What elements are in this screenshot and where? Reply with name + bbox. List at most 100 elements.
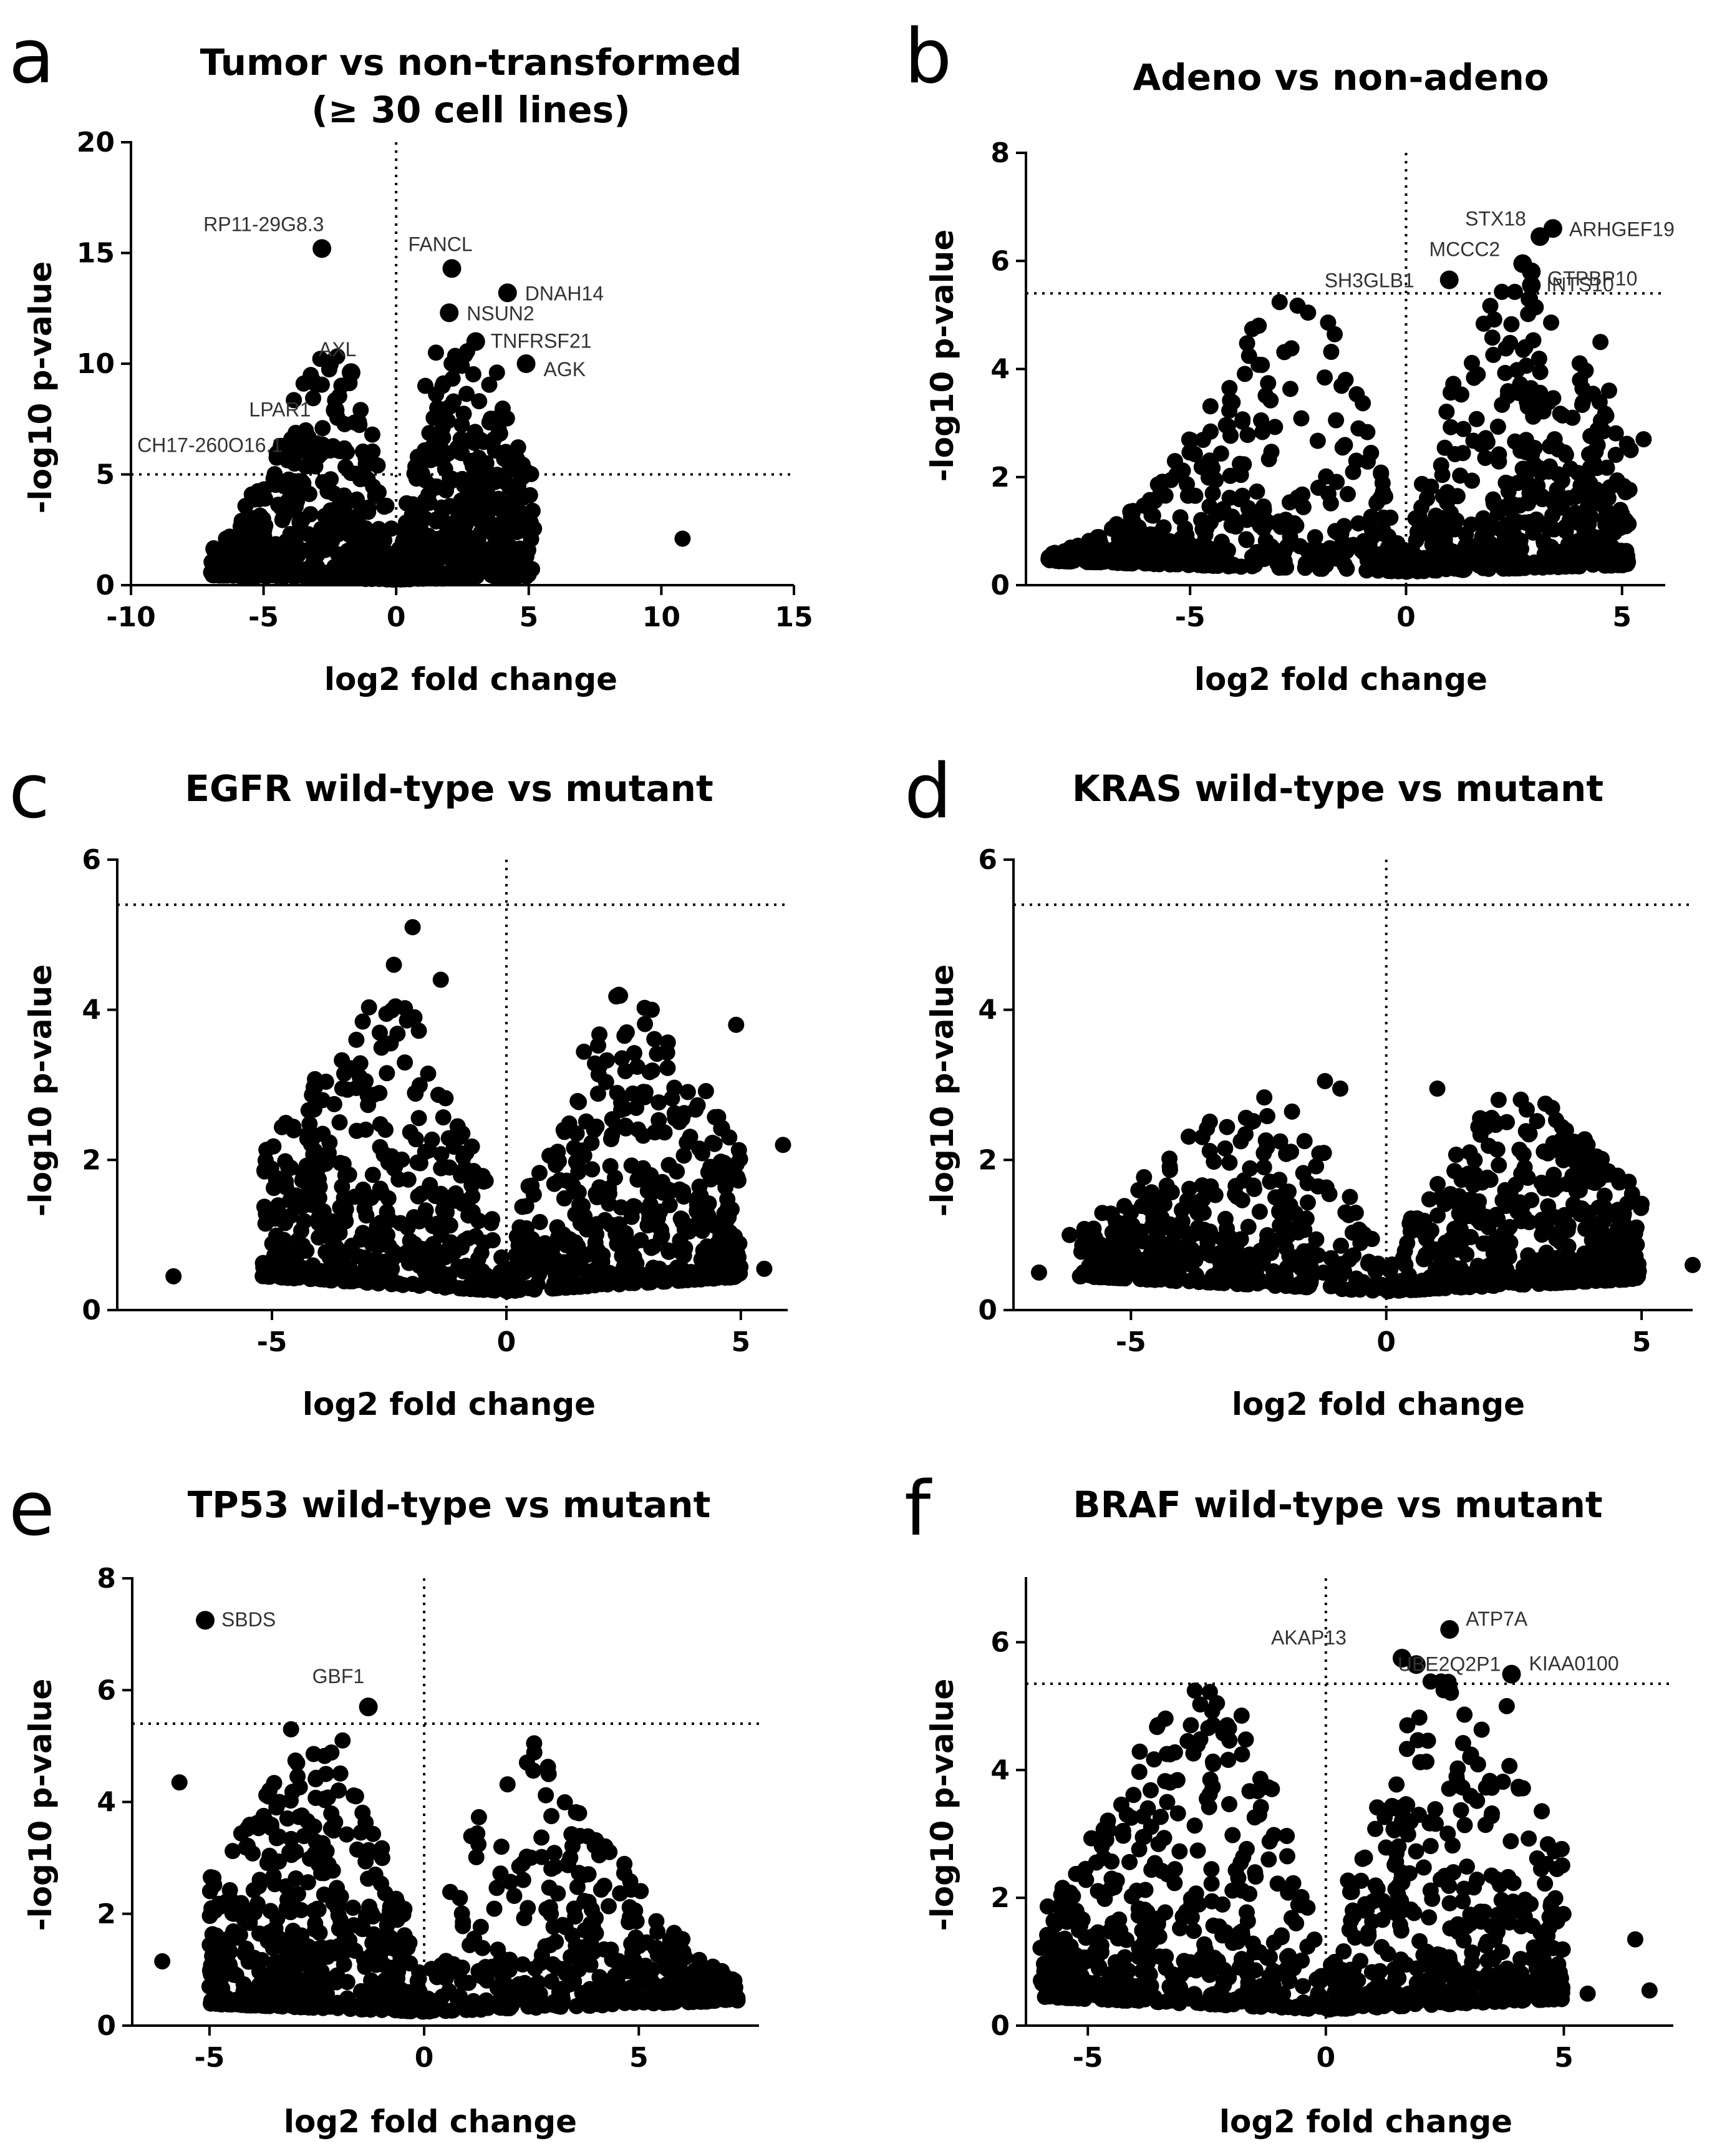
- data-point: [1497, 1182, 1514, 1198]
- data-point: [674, 530, 691, 547]
- data-point: [1626, 1265, 1643, 1281]
- x-tick-label: 5: [519, 601, 538, 633]
- data-point: [536, 1997, 553, 2014]
- data-point: [455, 1918, 472, 1935]
- data-point: [432, 971, 449, 988]
- data-point: [664, 1945, 681, 1961]
- data-point: [1164, 548, 1181, 565]
- data-point: [533, 1829, 550, 1846]
- data-point: [1312, 560, 1328, 577]
- data-point: [1260, 450, 1277, 467]
- gene-label: INTS10: [1546, 273, 1613, 296]
- data-point: [262, 1903, 279, 1920]
- data-point: [1532, 364, 1549, 381]
- data-point: [1532, 384, 1549, 401]
- data-point: [515, 1855, 531, 1872]
- highlighted-gene-point: [1522, 276, 1541, 295]
- y-axis-label: -log10 p-value: [22, 964, 59, 1217]
- data-point: [1123, 555, 1139, 572]
- data-point: [609, 1084, 626, 1101]
- data-point: [551, 1172, 568, 1188]
- data-point: [574, 1197, 591, 1214]
- data-point: [596, 1212, 613, 1228]
- data-point: [569, 1878, 586, 1895]
- data-point: [1265, 1263, 1282, 1280]
- x-axis-label: log2 fold change: [1232, 1386, 1525, 1422]
- y-tick-label: 4: [97, 1787, 116, 1819]
- data-point: [1256, 1089, 1273, 1106]
- data-point: [628, 1992, 645, 2009]
- data-point: [617, 1225, 634, 1241]
- data-point: [379, 1065, 395, 1082]
- data-point: [296, 1213, 312, 1230]
- data-point: [1454, 1735, 1471, 1752]
- data-point: [420, 1142, 437, 1158]
- data-point: [307, 1954, 324, 1971]
- data-point: [410, 1110, 427, 1127]
- data-point: [351, 414, 367, 430]
- data-point: [1111, 1244, 1128, 1261]
- y-axis-label: -log10 p-value: [22, 1679, 59, 1931]
- data-point: [508, 1228, 525, 1245]
- data-point: [276, 478, 293, 495]
- data-point: [590, 1066, 607, 1083]
- data-point: [1485, 346, 1502, 363]
- data-point: [563, 1826, 580, 1843]
- data-point: [506, 1888, 523, 1905]
- data-point: [282, 559, 299, 576]
- panel-a: a Tumor vs non-transformed (≥ 30 cell li…: [9, 14, 813, 697]
- data-point: [1030, 1264, 1047, 1281]
- data-point: [1168, 467, 1185, 483]
- data-point: [1212, 445, 1229, 462]
- data-point: [382, 1940, 399, 1956]
- data-point: [731, 1235, 748, 1252]
- data-point: [1259, 1226, 1276, 1243]
- data-point: [1535, 535, 1552, 551]
- highlighted-gene-point: [196, 1611, 215, 1630]
- data-point: [248, 1815, 265, 1832]
- data-point: [1111, 530, 1128, 547]
- data-point: [510, 478, 526, 495]
- data-point: [1222, 427, 1239, 444]
- data-point: [582, 1915, 599, 1932]
- gene-label: AGK: [544, 358, 586, 381]
- data-point: [264, 1259, 281, 1276]
- data-point: [594, 1253, 611, 1270]
- data-point: [1518, 1101, 1535, 1118]
- data-point: [216, 548, 233, 565]
- data-point: [1141, 492, 1158, 508]
- data-point: [357, 1121, 374, 1138]
- data-point: [1489, 1141, 1506, 1158]
- data-point: [334, 1732, 351, 1749]
- highlighted-gene-point: [442, 259, 462, 278]
- data-point: [649, 1046, 665, 1062]
- data-point: [358, 1907, 375, 1924]
- data-point: [588, 1185, 604, 1202]
- data-point: [1284, 1103, 1300, 1120]
- data-point: [483, 1281, 500, 1298]
- data-point: [1298, 1210, 1315, 1227]
- y-axis-label: -log10 p-value: [924, 1679, 960, 1931]
- data-point: [359, 1190, 376, 1207]
- data-point: [1499, 383, 1516, 400]
- data-point: [331, 1972, 347, 1989]
- data-point: [1161, 1158, 1178, 1175]
- data-point: [316, 1860, 333, 1877]
- data-point: [379, 561, 396, 578]
- gene-label: DNAH14: [525, 282, 604, 304]
- data-point: [463, 452, 480, 469]
- data-point: [584, 1161, 601, 1178]
- data-point: [1128, 538, 1145, 555]
- data-point: [1544, 1274, 1561, 1291]
- data-point: [1592, 334, 1609, 351]
- data-point: [471, 393, 488, 410]
- data-point: [1474, 517, 1491, 533]
- data-point: [437, 1090, 454, 1107]
- data-point: [288, 1870, 304, 1887]
- data-point: [1517, 442, 1534, 459]
- data-point: [707, 1109, 723, 1125]
- gene-label: ARHGEF19: [1569, 218, 1675, 240]
- data-point: [201, 1978, 218, 1995]
- data-point: [1332, 1237, 1349, 1254]
